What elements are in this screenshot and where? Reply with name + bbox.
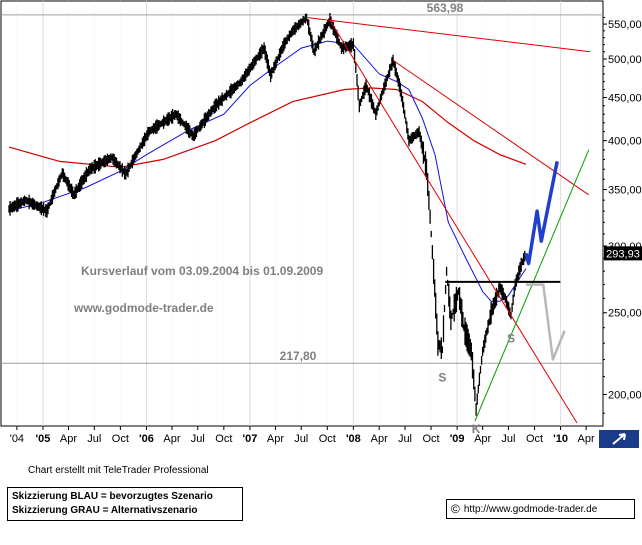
copyright-icon: © xyxy=(451,502,460,516)
level-layer xyxy=(1,14,603,364)
x-tick-label: Jul xyxy=(191,433,205,445)
chart-title: Kursverlauf vom 03.09.2004 bis 01.09.200… xyxy=(81,264,324,278)
pattern-label: S xyxy=(507,332,515,346)
pattern-label: S xyxy=(438,371,446,385)
ma-slow-line xyxy=(8,87,527,168)
x-tick-label: '07 xyxy=(242,433,257,445)
x-tick-label: '10 xyxy=(553,433,568,445)
level-label: 217,80 xyxy=(280,349,317,363)
x-tick-label: '04 xyxy=(10,433,24,445)
chart-subtitle: www.godmode-trader.de xyxy=(74,301,214,315)
y-tick-label: 400,00 xyxy=(608,136,642,148)
y-tick-label: 450,00 xyxy=(608,93,642,105)
trend-line xyxy=(329,19,578,424)
source-link[interactable]: http://www.godmode-trader.de xyxy=(463,503,598,515)
y-tick-label: 200,00 xyxy=(608,389,642,401)
x-tick-label: Apr xyxy=(267,433,284,445)
price-layer xyxy=(8,13,526,416)
x-tick-label: Apr xyxy=(60,433,77,445)
x-tick-label: Jul xyxy=(501,433,515,445)
x-tick-label: Oct xyxy=(526,433,543,445)
x-tick-label: Apr xyxy=(474,433,491,445)
x-tick-label: Apr xyxy=(163,433,180,445)
scenario-blue-path xyxy=(524,161,559,266)
arrow-icon xyxy=(612,433,626,445)
pattern-label: K xyxy=(472,422,481,436)
source-box[interactable]: © http://www.godmode-trader.de xyxy=(446,499,635,519)
x-tick-label: Apr xyxy=(371,433,388,445)
scenario-grey-path xyxy=(526,283,566,361)
label-layer: 563,98 217,80 S S K xyxy=(280,1,515,436)
x-tick-label: '09 xyxy=(450,433,465,445)
y-tick-label: 550,00 xyxy=(608,19,642,31)
scenario-layer xyxy=(524,161,566,361)
x-tick-label: Jul xyxy=(87,433,101,445)
legend-grey-scenario: Skizzierung GRAU = Alternativszenario xyxy=(12,505,198,516)
y-tick-label: 250,00 xyxy=(608,308,642,320)
level-label: 563,98 xyxy=(427,1,464,15)
x-tick-label: Apr xyxy=(578,433,595,445)
x-tick-label: '08 xyxy=(346,433,361,445)
axis-layer: 550,00500,00450,00400,00350,00300,00250,… xyxy=(10,16,642,445)
x-tick-label: '05 xyxy=(36,433,51,445)
trend-line xyxy=(306,17,591,53)
current-value-label: 293,93 xyxy=(606,248,640,260)
x-tick-label: Jul xyxy=(294,433,308,445)
x-tick-label: Oct xyxy=(422,433,439,445)
y-tick-label: 500,00 xyxy=(608,54,642,66)
chart-tool-button[interactable] xyxy=(599,430,639,448)
y-tick-label: 350,00 xyxy=(608,185,642,197)
legend-box: Skizzierung BLAU = bevorzugtes Szenario … xyxy=(7,487,243,521)
x-tick-label: Jul xyxy=(398,433,412,445)
x-tick-label: Oct xyxy=(319,433,336,445)
credit-text: Chart erstellt mit TeleTrader Profession… xyxy=(28,465,209,476)
ma-layer xyxy=(8,40,527,302)
x-tick-label: '06 xyxy=(139,433,154,445)
x-tick-label: Oct xyxy=(112,433,129,445)
current-value-badge xyxy=(604,246,642,261)
x-tick-label: Oct xyxy=(215,433,232,445)
ma-fast-line xyxy=(8,40,527,302)
legend-blue-scenario: Skizzierung BLAU = bevorzugtes Szenario xyxy=(12,491,213,502)
